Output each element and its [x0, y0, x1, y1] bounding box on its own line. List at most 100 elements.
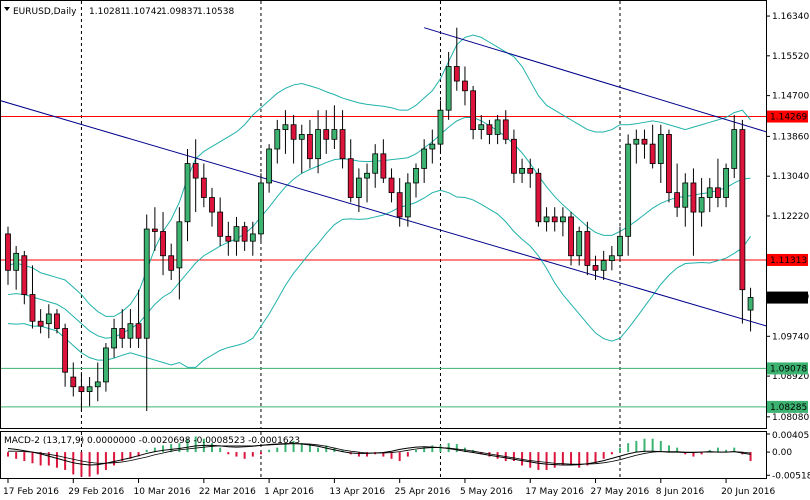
candle	[86, 377, 93, 407]
candle	[347, 139, 354, 203]
date-tick-label: 25 Apr 2016	[395, 487, 451, 497]
macd-panel-frame	[0, 431, 767, 479]
candle	[200, 163, 207, 208]
candle	[445, 51, 452, 120]
price-tick-label: 1.08920	[772, 372, 809, 382]
macd-tick-label: -0.005188	[772, 471, 810, 481]
candle	[225, 221, 232, 256]
candle	[5, 226, 11, 285]
main-chart-area	[1, 1, 766, 428]
candle	[739, 119, 746, 324]
candle	[690, 168, 697, 256]
bollinger-upper-band	[7, 34, 751, 317]
price-tick-label: 1.08080	[772, 413, 809, 423]
candle	[396, 178, 403, 227]
macd-title: MACD-2 (13,17,9) 0.0000000 -0.0020698 -0…	[4, 436, 300, 446]
date-tick-label: 20 Jun 2016	[721, 487, 775, 497]
date-tick-label: 1 Apr 2016	[264, 487, 314, 497]
candle	[103, 343, 109, 392]
candle	[706, 178, 713, 213]
date-tick-label: 22 Mar 2016	[199, 487, 256, 497]
ohlc-low: 1.09837	[161, 7, 198, 17]
candle	[372, 144, 379, 188]
candle	[380, 139, 387, 183]
candle	[13, 246, 20, 290]
candle	[625, 134, 632, 256]
candle	[462, 66, 468, 106]
candle	[184, 148, 191, 242]
candle	[494, 115, 501, 145]
candle	[641, 129, 648, 159]
candle	[111, 318, 117, 358]
candle	[119, 309, 126, 348]
candle	[551, 207, 558, 232]
candle	[62, 323, 69, 387]
candle	[478, 115, 485, 140]
candle	[290, 115, 297, 164]
candle	[429, 129, 436, 164]
macd-tick-label: 0.00	[772, 448, 792, 458]
candle	[682, 173, 689, 227]
level-price-tag: 1.14269	[767, 110, 808, 123]
price-tick-label: 1.15520	[772, 52, 809, 62]
candle	[519, 158, 525, 183]
candle	[143, 214, 150, 412]
level-price-tag: 1.08285	[767, 400, 808, 413]
candle	[649, 124, 656, 169]
main-panel-frame	[0, 0, 767, 429]
level-price-tag: 1.09078	[767, 362, 808, 375]
candle	[535, 168, 542, 227]
candle	[54, 309, 60, 334]
candle	[527, 158, 534, 188]
candle	[388, 168, 395, 203]
price-tick-label: 1.16340	[772, 12, 809, 22]
candle	[192, 139, 199, 213]
candle	[94, 362, 101, 402]
candle	[258, 173, 264, 242]
candle	[217, 197, 224, 247]
bollinger-middle-band	[7, 116, 751, 339]
bollinger-lower-band	[7, 189, 751, 368]
date-tick-label: 13 Apr 2016	[329, 487, 385, 497]
candle	[274, 119, 281, 164]
chart-menu-triangle-icon[interactable]	[4, 7, 10, 11]
svg-text:1.14269: 1.14269	[770, 113, 807, 123]
candle	[21, 250, 28, 305]
candle	[45, 304, 52, 339]
svg-text:1.11313: 1.11313	[770, 256, 807, 266]
candle	[266, 144, 273, 193]
candle	[486, 119, 493, 145]
candle	[502, 110, 509, 145]
svg-text:1.08285: 1.08285	[770, 403, 807, 413]
candle	[747, 287, 754, 332]
candle	[209, 187, 215, 227]
candle	[127, 309, 134, 348]
date-tick-label: 5 May 2016	[460, 487, 513, 497]
candle	[168, 243, 175, 281]
date-tick-label: 8 Jun 2016	[656, 487, 705, 497]
date-tick-label: 29 Feb 2016	[68, 487, 124, 497]
candle	[592, 255, 599, 281]
candle	[160, 212, 166, 276]
candle	[617, 226, 623, 261]
macd-chart-area	[7, 432, 752, 478]
candle	[437, 100, 444, 154]
candle	[608, 246, 615, 271]
candle	[404, 173, 411, 227]
ohlc-high: 1.10742	[125, 7, 162, 17]
candle	[339, 110, 346, 169]
candle	[576, 226, 583, 266]
date-tick-label: 17 Feb 2016	[3, 487, 59, 497]
date-tick-label: 17 May 2016	[525, 487, 584, 497]
price-tick-label: 1.13860	[772, 132, 809, 142]
candle	[715, 158, 721, 208]
svg-text:1.10538: 1.10538	[770, 294, 807, 304]
candle	[584, 221, 591, 276]
ohlc-open: 1.10281	[89, 7, 126, 17]
candle	[559, 207, 566, 237]
candle	[176, 207, 183, 300]
date-axis: 17 Feb 2016 29 Feb 2016 10 Mar 2016 22 Mar …	[3, 479, 775, 497]
date-tick-label: 10 Mar 2016	[134, 487, 191, 497]
candle	[731, 115, 738, 179]
